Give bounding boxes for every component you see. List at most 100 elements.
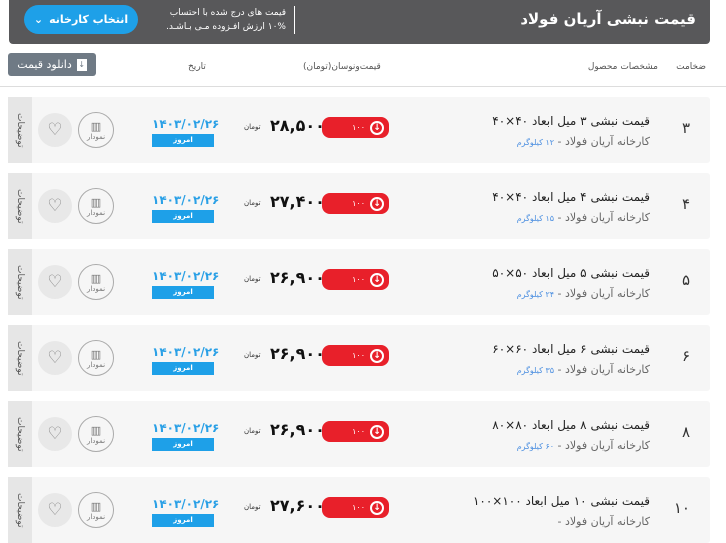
- product-factory: کارخانه آریان فولاد - ۱۲ کیلوگرم: [517, 135, 650, 148]
- factory-name: کارخانه آریان فولاد -: [557, 439, 650, 452]
- col-thickness: ضخامت: [676, 62, 706, 72]
- factory-name: کارخانه آریان فولاد -: [557, 363, 650, 376]
- today-badge: امروز: [152, 210, 214, 223]
- description-label: توضیحات: [15, 492, 25, 528]
- page-header: قیمت نبشی آریان فولاد قیمت های درج شده ب…: [9, 0, 710, 44]
- chart-label: نمودار: [86, 436, 106, 445]
- thickness: ۶: [681, 347, 690, 365]
- chart-label: نمودار: [86, 360, 106, 369]
- date: ۱۴۰۳/۰۲/۲۶: [152, 269, 220, 283]
- price: ۲۷,۶۰۰: [270, 496, 325, 515]
- product-name[interactable]: قیمت نبشی ۶ میل ابعاد ۶۰×۶۰: [492, 342, 650, 356]
- chart-button[interactable]: ▥ نمودار: [78, 492, 114, 528]
- table-row: توضیحات ♡ ▥ نمودار ۱۴۰۳/۰۲/۲۶ امروز تومان…: [8, 97, 710, 163]
- factory-name: کارخانه آریان فولاد -: [557, 211, 650, 224]
- arrow-down-circle-icon: ↓: [370, 272, 384, 287]
- price-unit: تومان: [244, 123, 261, 131]
- arrow-down-circle-icon: ↓: [370, 196, 384, 211]
- today-badge: امروز: [152, 362, 214, 375]
- product-name[interactable]: قیمت نبشی ۸ میل ابعاد ۸۰×۸۰: [492, 418, 650, 432]
- download-label: دانلود قیمت: [17, 58, 72, 71]
- weight: ۶۰ کیلوگرم: [516, 442, 555, 451]
- product-name[interactable]: قیمت نبشی ۱۰ میل ابعاد ۱۰۰×۱۰۰: [472, 494, 650, 508]
- date: ۱۴۰۳/۰۲/۲۶: [152, 421, 220, 435]
- table-row: توضیحات ♡ ▥ نمودار ۱۴۰۳/۰۲/۲۶ امروز تومان…: [8, 249, 710, 315]
- today-badge: امروز: [152, 286, 214, 299]
- price: ۲۶,۹۰۰: [270, 420, 325, 439]
- description-label: توضیحات: [15, 188, 25, 224]
- vat-note-line: ۱۰% ارزش افـزوده مـی بـاشـد.: [166, 22, 286, 32]
- price-change-badge: ۱۰۰ ↓: [322, 117, 389, 138]
- bar-chart-icon: ▥: [90, 119, 102, 133]
- thickness: ۱۰: [673, 499, 690, 517]
- factory-name: کارخانه آریان فولاد -: [557, 135, 650, 148]
- table-row: توضیحات ♡ ▥ نمودار ۱۴۰۳/۰۲/۲۶ امروز تومان…: [8, 401, 710, 467]
- product-factory: کارخانه آریان فولاد -: [558, 515, 650, 528]
- weight: ۲۴ کیلوگرم: [516, 290, 555, 299]
- description-label: توضیحات: [15, 264, 25, 300]
- price-change: ۱۰۰: [352, 123, 365, 132]
- chart-button[interactable]: ▥ نمودار: [78, 188, 114, 224]
- select-factory-button[interactable]: انتخاب کارخانه ⌄: [24, 5, 138, 34]
- description-tab[interactable]: توضیحات: [8, 97, 32, 163]
- arrow-down-circle-icon: ↓: [370, 120, 384, 135]
- price: ۲۸,۵۰۰: [270, 116, 325, 135]
- date: ۱۴۰۳/۰۲/۲۶: [152, 193, 220, 207]
- vat-note: قیمت های درج شده با احتساب ۱۰% ارزش افـزو…: [145, 6, 295, 34]
- price-change-badge: ۱۰۰ ↓: [322, 345, 389, 366]
- heart-icon[interactable]: ♡: [38, 417, 72, 451]
- heart-icon[interactable]: ♡: [38, 113, 72, 147]
- divider: [0, 86, 726, 87]
- description-tab[interactable]: توضیحات: [8, 325, 32, 391]
- price-unit: تومان: [244, 275, 261, 283]
- table-row: توضیحات ♡ ▥ نمودار ۱۴۰۳/۰۲/۲۶ امروز تومان…: [8, 173, 710, 239]
- price-change: ۱۰۰: [352, 351, 365, 360]
- description-tab[interactable]: توضیحات: [8, 249, 32, 315]
- chart-label: نمودار: [86, 512, 106, 521]
- chart-button[interactable]: ▥ نمودار: [78, 416, 114, 452]
- col-specs: مشخصات محصول: [587, 62, 658, 72]
- product-name[interactable]: قیمت نبشی ۴ میل ابعاد ۴۰×۴۰: [492, 190, 650, 204]
- chart-label: نمودار: [86, 284, 106, 293]
- thickness: ۵: [681, 271, 690, 289]
- description-label: توضیحات: [15, 340, 25, 376]
- bar-chart-icon: ▥: [90, 195, 102, 209]
- arrow-down-circle-icon: ↓: [370, 500, 384, 515]
- factory-name: کارخانه آریان فولاد -: [557, 287, 650, 300]
- chart-button[interactable]: ▥ نمودار: [78, 340, 114, 376]
- heart-icon[interactable]: ♡: [38, 341, 72, 375]
- vat-note-line: قیمت های درج شده با احتساب: [169, 8, 286, 18]
- heart-icon[interactable]: ♡: [38, 265, 72, 299]
- bar-chart-icon: ▥: [90, 347, 102, 361]
- price: ۲۷,۴۰۰: [270, 192, 325, 211]
- description-label: توضیحات: [15, 416, 25, 452]
- chart-label: نمودار: [86, 208, 106, 217]
- thickness: ۴: [681, 195, 690, 213]
- heart-icon[interactable]: ♡: [38, 493, 72, 527]
- download-price-button[interactable]: ↓ دانلود قیمت: [8, 53, 96, 76]
- price: ۲۶,۹۰۰: [270, 268, 325, 287]
- description-tab[interactable]: توضیحات: [8, 173, 32, 239]
- bar-chart-icon: ▥: [90, 499, 102, 513]
- factory-name: کارخانه آریان فولاد -: [557, 515, 650, 528]
- product-name[interactable]: قیمت نبشی ۵ میل ابعاد ۵۰×۵۰: [492, 266, 650, 280]
- weight: ۱۲ کیلوگرم: [516, 138, 555, 147]
- chart-button[interactable]: ▥ نمودار: [78, 112, 114, 148]
- description-tab[interactable]: توضیحات: [8, 477, 32, 543]
- today-badge: امروز: [152, 438, 214, 451]
- arrow-down-circle-icon: ↓: [370, 424, 384, 439]
- price-change: ۱۰۰: [352, 503, 365, 512]
- price-unit: تومان: [244, 199, 261, 207]
- page-title: قیمت نبشی آریان فولاد: [520, 10, 696, 28]
- today-badge: امروز: [152, 514, 214, 527]
- description-tab[interactable]: توضیحات: [8, 401, 32, 467]
- bar-chart-icon: ▥: [90, 271, 102, 285]
- product-name[interactable]: قیمت نبشی ۳ میل ابعاد ۴۰×۴۰: [492, 114, 650, 128]
- price-change-badge: ۱۰۰ ↓: [322, 497, 389, 518]
- product-factory: کارخانه آریان فولاد - ۱۵ کیلوگرم: [517, 211, 650, 224]
- col-price: قیمت‌ونوسان(تومان): [303, 62, 381, 72]
- chart-button[interactable]: ▥ نمودار: [78, 264, 114, 300]
- weight: ۳۵ کیلوگرم: [516, 366, 555, 375]
- price-unit: تومان: [244, 427, 261, 435]
- heart-icon[interactable]: ♡: [38, 189, 72, 223]
